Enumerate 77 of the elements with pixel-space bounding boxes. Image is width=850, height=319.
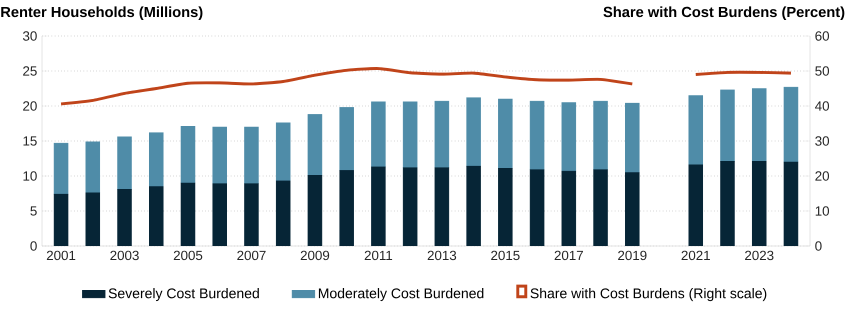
y-tick-label: 0 [30,241,37,251]
bar [117,136,132,190]
y-tick-label: 30 [22,31,37,41]
bar [371,166,386,246]
bar [625,172,640,246]
y-tick-label: 5 [30,206,37,216]
x-tick-label: 2017 [554,250,583,260]
bar [86,192,100,246]
x-tick-label: 2007 [237,250,266,260]
y2-tick-label: 60 [815,31,830,41]
x-tick-label: 2023 [745,250,774,260]
bar [784,162,798,246]
bar [180,126,196,184]
bar [688,95,704,166]
x-tick-label: 2011 [364,250,392,260]
bar [498,168,513,246]
y-axis-title: Renter Households (Millions) [1,6,202,20]
bar [752,161,766,246]
legend-label: Share with Cost Burdens (Right scale) [530,288,766,302]
bar [530,100,544,170]
bar [54,142,68,194]
bar [402,102,418,168]
x-tick-label: 2019 [618,250,646,260]
bar [498,98,513,169]
y2-tick-label: 0 [815,241,822,251]
bar [148,186,164,246]
bar [784,86,798,162]
bar [212,183,227,246]
bar [54,194,68,246]
y-tick-label: 10 [23,171,37,181]
y2-tick-label: 10 [816,206,830,216]
bar [339,170,354,246]
y2-tick-label: 50 [815,66,830,76]
bar [308,175,322,246]
bar [371,102,386,168]
bar [466,97,481,166]
x-tick-label: 2013 [428,250,456,260]
bar [562,170,576,246]
bar [593,169,608,246]
y-tick-label: 25 [23,66,37,76]
bar [720,161,735,246]
y2-axis-title: Share with Cost Burdens (Percent) [603,6,844,20]
x-tick-label: 2021 [682,250,710,260]
bar [244,183,259,246]
bar [720,90,735,162]
bar [212,126,227,184]
bar [625,102,640,173]
bar [402,167,418,246]
x-tick-label: 2009 [300,250,330,260]
bar [148,132,164,187]
bar [244,126,259,184]
x-tick-label: 2001 [46,250,76,260]
bar [117,189,132,246]
bar [466,166,481,246]
x-tick-label: 2005 [174,250,202,260]
y2-tick-label: 20 [815,171,830,181]
bar [752,88,766,162]
bar [562,102,576,172]
bar [434,100,450,168]
bar [593,100,608,170]
y2-tick-label: 40 [815,101,830,111]
bar [688,164,704,246]
bar [276,180,290,246]
bar [530,169,544,246]
legend-label: Severely Cost Burdened [108,288,259,302]
bar [86,141,100,194]
x-tick-label: 2015 [491,250,520,260]
y-tick-label: 20 [23,101,37,111]
bar [276,122,290,182]
y2-tick-label: 30 [815,136,830,146]
bar [308,114,322,176]
y-tick-label: 15 [23,136,37,146]
bar [339,107,354,171]
x-tick-label: 2003 [110,250,139,260]
legend-label: Moderately Cost Burdened [318,288,484,302]
bar [434,167,450,246]
bar [180,182,196,246]
